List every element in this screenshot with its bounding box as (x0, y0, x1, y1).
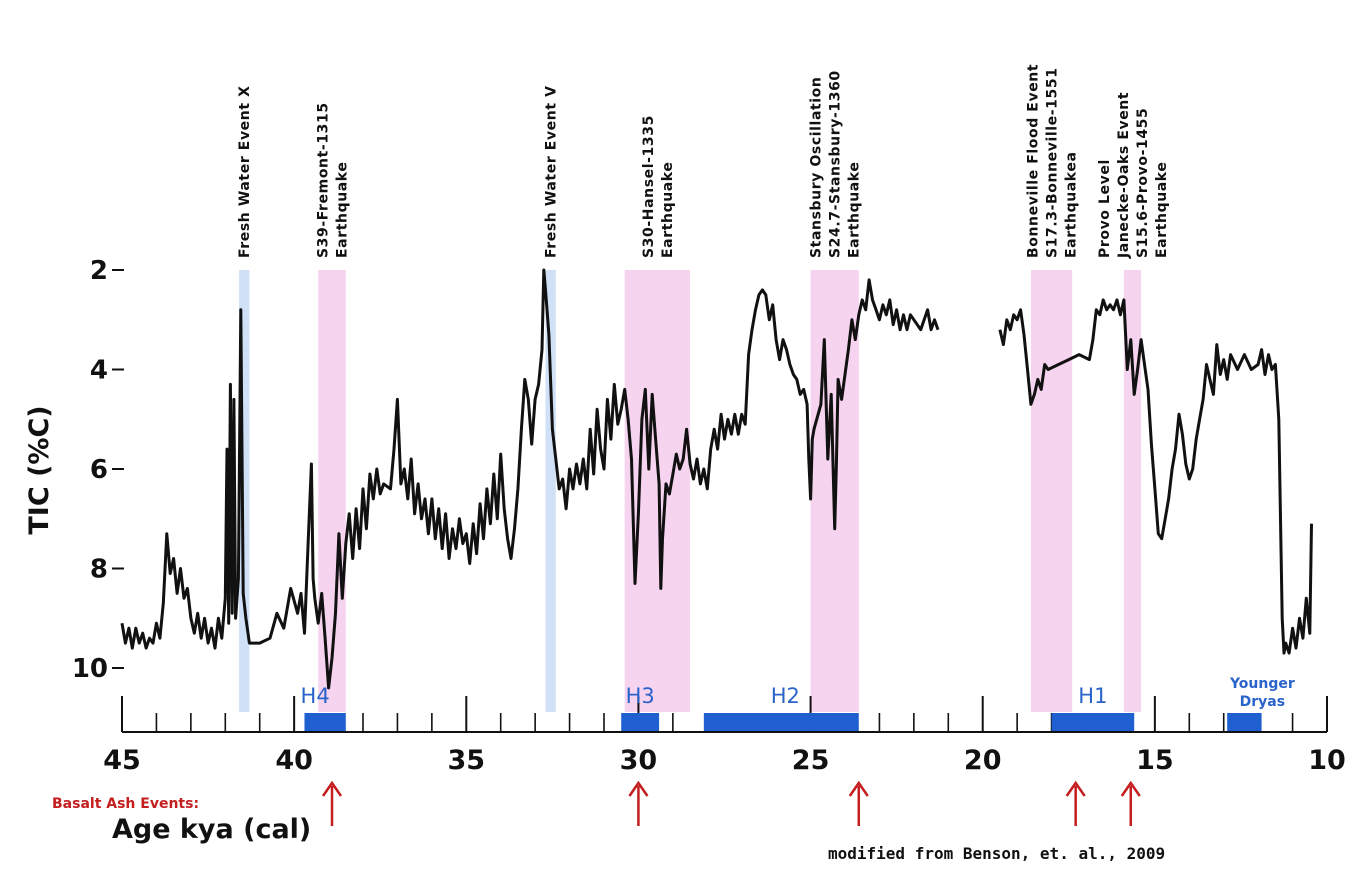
arrow-head (848, 780, 869, 797)
event-label: S39-Fremont-1315 (316, 102, 332, 258)
heinrich-bar (621, 713, 660, 731)
basalt-ash-arrow (628, 780, 649, 826)
basalt-ash-label: Basalt Ash Events: (52, 796, 199, 812)
event-label: Earthquakea (1064, 152, 1080, 259)
event-band (545, 270, 556, 712)
tic-series (120, 268, 1313, 690)
arrow-head (628, 780, 649, 797)
basalt-ash-arrow (321, 780, 343, 826)
x-axis-label: Age kya (cal) (112, 814, 311, 845)
x-tick-label: 35 (447, 745, 485, 776)
event-label: S17.3-Bonneville-1551 (1045, 67, 1061, 258)
event-label: Earthquake (1154, 162, 1170, 258)
event-band (318, 270, 346, 712)
event-band (1030, 270, 1073, 712)
heinrich-bar (1227, 713, 1262, 731)
event-label: Provo Level (1097, 159, 1113, 258)
y-axis-label: TIC (%C) (24, 405, 55, 534)
basalt-ash-arrow (1120, 780, 1141, 826)
x-tick-label: 25 (792, 745, 830, 776)
event-label: Earthquake (847, 162, 863, 258)
event-band (239, 270, 250, 712)
y-tick-label: 10 (72, 654, 108, 684)
y-tick-label: 8 (90, 555, 108, 585)
event-label: Fresh Water Event X (237, 85, 253, 258)
heinrich-label: H2 (771, 684, 800, 708)
heinrich-bar (304, 713, 346, 731)
arrow-head (321, 780, 343, 797)
event-label: S30-Hansel-1335 (641, 115, 657, 258)
event-label: Janecke-Oaks Event (1116, 92, 1132, 259)
heinrich-events: H4 H3 H2 H1 Younger Dryas (301, 676, 1295, 731)
heinrich-bar (703, 713, 859, 731)
event-label: Earthquake (660, 162, 676, 258)
heinrich-label: Younger (1229, 676, 1295, 692)
event-label: Stansbury Oscillation (809, 77, 825, 258)
x-tick-label: 30 (620, 745, 658, 776)
x-tick-label: 20 (964, 745, 1002, 776)
basalt-ash-events (321, 780, 1141, 826)
heinrich-label: Dryas (1240, 694, 1285, 710)
event-label: S24.7-Stansbury-1360 (828, 70, 844, 258)
heinrich-label: H4 (301, 684, 330, 708)
event-label: S15.6-Provo-1455 (1135, 108, 1151, 258)
y-tick-label: 2 (90, 256, 108, 286)
arrow-head (1120, 780, 1141, 797)
tic-line (998, 298, 1313, 655)
arrow-head (1065, 780, 1086, 797)
x-tick-label: 45 (103, 745, 141, 776)
x-tick-label: 10 (1308, 745, 1346, 776)
y-tick-label: 4 (90, 356, 108, 386)
y-tick-label: 6 (90, 455, 108, 485)
basalt-ash-arrow (1065, 780, 1086, 826)
heinrich-label: H3 (626, 684, 655, 708)
basalt-ash-arrow (848, 780, 869, 826)
event-label: Earthquake (335, 162, 351, 258)
event-band (624, 270, 691, 712)
x-tick-label: 40 (275, 745, 313, 776)
y-axis: 2 4 6 8 10 (72, 256, 124, 684)
tic-line (120, 268, 940, 690)
x-tick-label: 15 (1136, 745, 1174, 776)
event-label: Fresh Water Event V (544, 85, 560, 258)
event-labels: Fresh Water Event X S39-Fremont-1315 Earth… (237, 64, 1170, 259)
credit-note: modified from Benson, et. al., 2009 (828, 844, 1165, 863)
heinrich-bar (1051, 713, 1135, 731)
heinrich-label: H1 (1078, 684, 1107, 708)
x-axis: 45 40 35 30 25 20 15 10 (103, 696, 1346, 776)
event-label: Bonneville Flood Event (1026, 64, 1042, 258)
